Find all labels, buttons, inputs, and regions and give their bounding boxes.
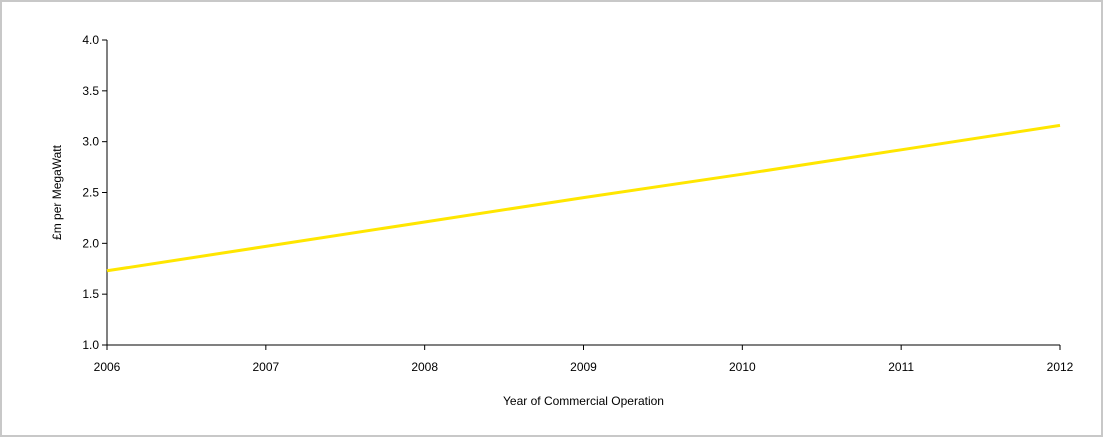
x-tick-label: 2010 [729, 360, 756, 374]
y-tick-label: 1.0 [82, 338, 99, 352]
chart-axes [102, 39, 1061, 350]
series-line [106, 123, 1061, 273]
chart-labels: 1.0 1.5 2.0 2.5 3.0 3.5 4.0 2006 2007 2008 2009 201… [82, 33, 1073, 374]
y-tick-label: 3.5 [82, 84, 99, 98]
x-tick-label: 2007 [252, 360, 279, 374]
x-tick-label: 2012 [1047, 360, 1074, 374]
x-axis-title: Year of Commercial Operation [503, 394, 664, 408]
y-tick-label: 2.0 [82, 236, 99, 250]
y-axis-title: £m per MegaWatt [50, 144, 64, 240]
y-tick-label: 4.0 [82, 33, 99, 47]
y-tick-label: 2.5 [82, 186, 99, 200]
x-tick-label: 2011 [888, 360, 914, 374]
x-tick-label: 2006 [94, 360, 121, 374]
x-tick-label: 2008 [411, 360, 438, 374]
chart-series [106, 123, 1061, 273]
y-tick-label: 3.0 [82, 135, 99, 149]
y-tick-label: 1.5 [82, 287, 99, 301]
x-tick-label: 2009 [570, 360, 597, 374]
